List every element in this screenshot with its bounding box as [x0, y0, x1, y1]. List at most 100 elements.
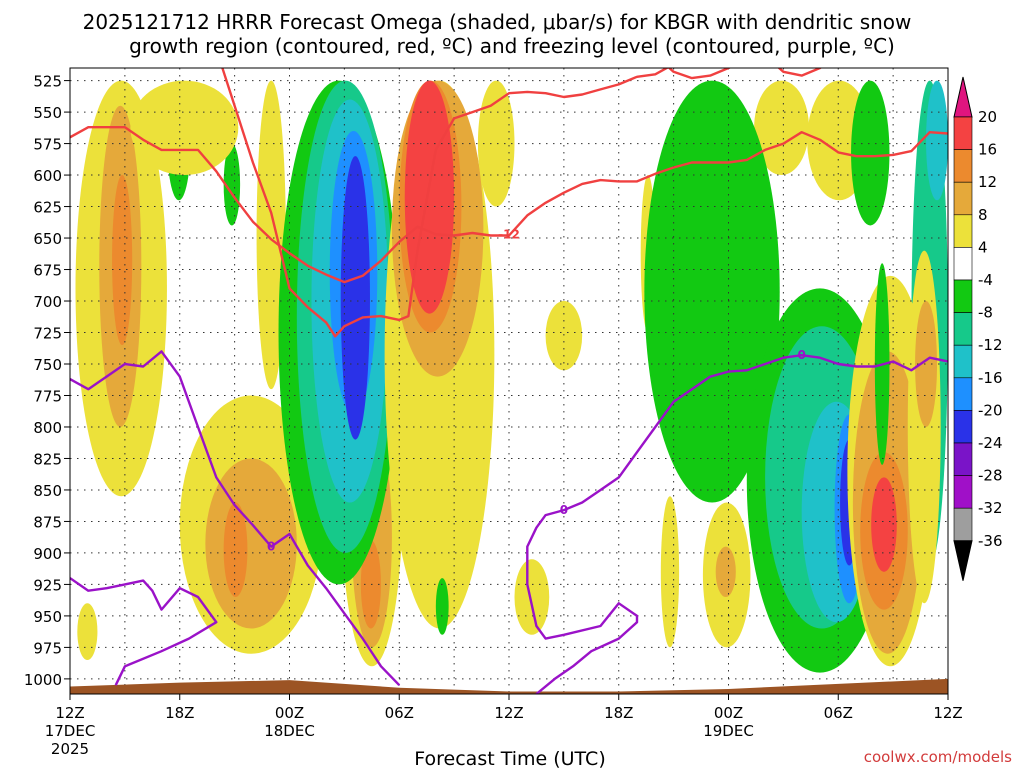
omega-region-27: [660, 496, 680, 648]
terrain-surface: [70, 678, 948, 694]
plot-area: -12 000: [69, 67, 949, 695]
x-tick-label-0-2: 2025: [51, 740, 89, 758]
colorbar-label-7: -12: [978, 336, 1003, 354]
colorbar-bin-2: [953, 149, 973, 183]
colorbar-label-12: -32: [978, 499, 1003, 517]
y-tick-label-800: 800: [33, 419, 62, 437]
colorbar-label-9: -20: [978, 401, 1003, 419]
x-tick-label-36-0: 00Z: [714, 704, 743, 722]
omega-region-23: [435, 578, 449, 635]
dgz-contour-line-3: [777, 68, 823, 77]
colorbar-label-10: -24: [978, 434, 1003, 452]
colorbar-label-1: 16: [978, 141, 997, 159]
y-tick-label-550: 550: [33, 104, 62, 122]
y-tick-label-1000: 1000: [24, 671, 62, 689]
omega-region-10: [256, 80, 286, 390]
freezing-contour-label-2: 0: [797, 348, 805, 362]
freezing-contour-line-1: [70, 577, 218, 686]
x-tick-label-0-0: 12Z: [55, 704, 84, 722]
x-tick-label-6-0: 18Z: [165, 704, 194, 722]
y-tick-label-725: 725: [33, 325, 62, 343]
omega-region-31: [754, 80, 809, 176]
colorbar-bin-11: [953, 442, 973, 476]
x-tick-label-42-0: 06Z: [824, 704, 853, 722]
y-tick-label-925: 925: [33, 576, 62, 594]
colorbar-label-11: -28: [978, 467, 1003, 485]
y-tick-label-875: 875: [33, 513, 62, 531]
colorbar-bin-4: [953, 214, 973, 248]
colorbar-bin-6: [953, 279, 973, 313]
omega-region-8: [223, 502, 248, 598]
x-tick-label-12-1: 18DEC: [264, 722, 315, 740]
omega-region-22: [404, 80, 455, 314]
dgz-contour-line-1: [221, 68, 670, 338]
y-tick-label-825: 825: [33, 450, 62, 468]
omega-region-41: [926, 80, 948, 201]
colorbar-label-13: -36: [978, 532, 1003, 550]
x-axis-title: Forecast Time (UTC): [414, 748, 605, 768]
y-tick-label-850: 850: [33, 482, 62, 500]
omega-region-3: [77, 603, 98, 660]
colorbar-bin-5: [953, 247, 973, 281]
omega-region-33: [644, 80, 780, 503]
x-tick-label-12-0: 00Z: [275, 704, 304, 722]
x-tick-label-18-0: 06Z: [385, 704, 414, 722]
freezing-contour-line-2: [526, 354, 948, 694]
omega-region-13: [360, 540, 381, 629]
freezing-contour-line-0: [70, 350, 401, 687]
y-axis: 525 550 575 600 625 650 675 700 725 750 775 800 825 8…: [24, 73, 70, 689]
freezing-contour-label-0: 0: [267, 540, 275, 554]
credit-link[interactable]: coolwx.com/models: [864, 748, 1012, 766]
colorbar-bin-13: [953, 507, 973, 542]
y-tick-label-950: 950: [33, 608, 62, 626]
y-tick-label-975: 975: [33, 639, 62, 657]
dgz-contour-label-0: -12: [498, 227, 520, 241]
y-tick-label-650: 650: [33, 230, 62, 248]
y-tick-label-600: 600: [33, 167, 62, 185]
y-tick-label-675: 675: [33, 262, 62, 280]
dgz-contours: -12: [70, 68, 948, 338]
colorbar-label-4: 4: [978, 238, 988, 256]
colorbar-bin-1: [953, 116, 973, 150]
omega-region-39: [851, 80, 890, 226]
x-tick-label-24-0: 12Z: [494, 704, 523, 722]
omega-region-25: [545, 301, 583, 371]
omega-region-18: [340, 156, 370, 440]
y-tick-label-575: 575: [33, 136, 62, 154]
omega-region-9: [130, 80, 239, 176]
colorbar-bin-9: [953, 377, 973, 411]
chart-title-line1: 2025121712 HRRR Forecast Omega (shaded, …: [83, 10, 912, 34]
y-tick-label-525: 525: [33, 73, 62, 91]
omega-region-2: [112, 175, 133, 346]
omega-region-26: [514, 559, 550, 635]
colorbar-bin-10: [953, 410, 973, 444]
colorbar-label-8: -16: [978, 369, 1003, 387]
y-tick-label-900: 900: [33, 545, 62, 563]
x-tick-label-36-1: 19DEC: [703, 722, 754, 740]
y-tick-label-625: 625: [33, 199, 62, 217]
colorbar-bin-7: [953, 312, 973, 346]
omega-region-7: [205, 458, 297, 629]
colorbar-label-2: 12: [978, 173, 997, 191]
colorbar-bin-8: [953, 344, 973, 379]
colorbar-label-3: 8: [978, 206, 988, 224]
y-tick-label-775: 775: [33, 387, 62, 405]
y-tick-label-750: 750: [33, 356, 62, 374]
omega-region-5: [223, 143, 241, 226]
terrain-fill: [70, 678, 948, 694]
colorbar-bin-12: [953, 475, 973, 509]
colorbar: 20 16 12 8 4 -4 -8 -12 -16 -20 -24 -28 -32 -36: [953, 76, 1003, 581]
x-tick-label-30-0: 18Z: [604, 704, 633, 722]
x-tick-label-0-1: 17DEC: [45, 722, 96, 740]
colorbar-label-5: -4: [978, 271, 993, 289]
dgz-contour-line-2: [667, 68, 732, 80]
colorbar-label-6: -8: [978, 304, 993, 322]
colorbar-bin-0: [953, 76, 973, 118]
colorbar-bin-3: [953, 181, 973, 216]
colorbar-bin-14: [953, 540, 973, 581]
x-tick-label-48-0: 12Z: [933, 704, 962, 722]
y-tick-label-700: 700: [33, 293, 62, 311]
chart-title-line2: growth region (contoured, red, ºC) and f…: [129, 34, 895, 58]
